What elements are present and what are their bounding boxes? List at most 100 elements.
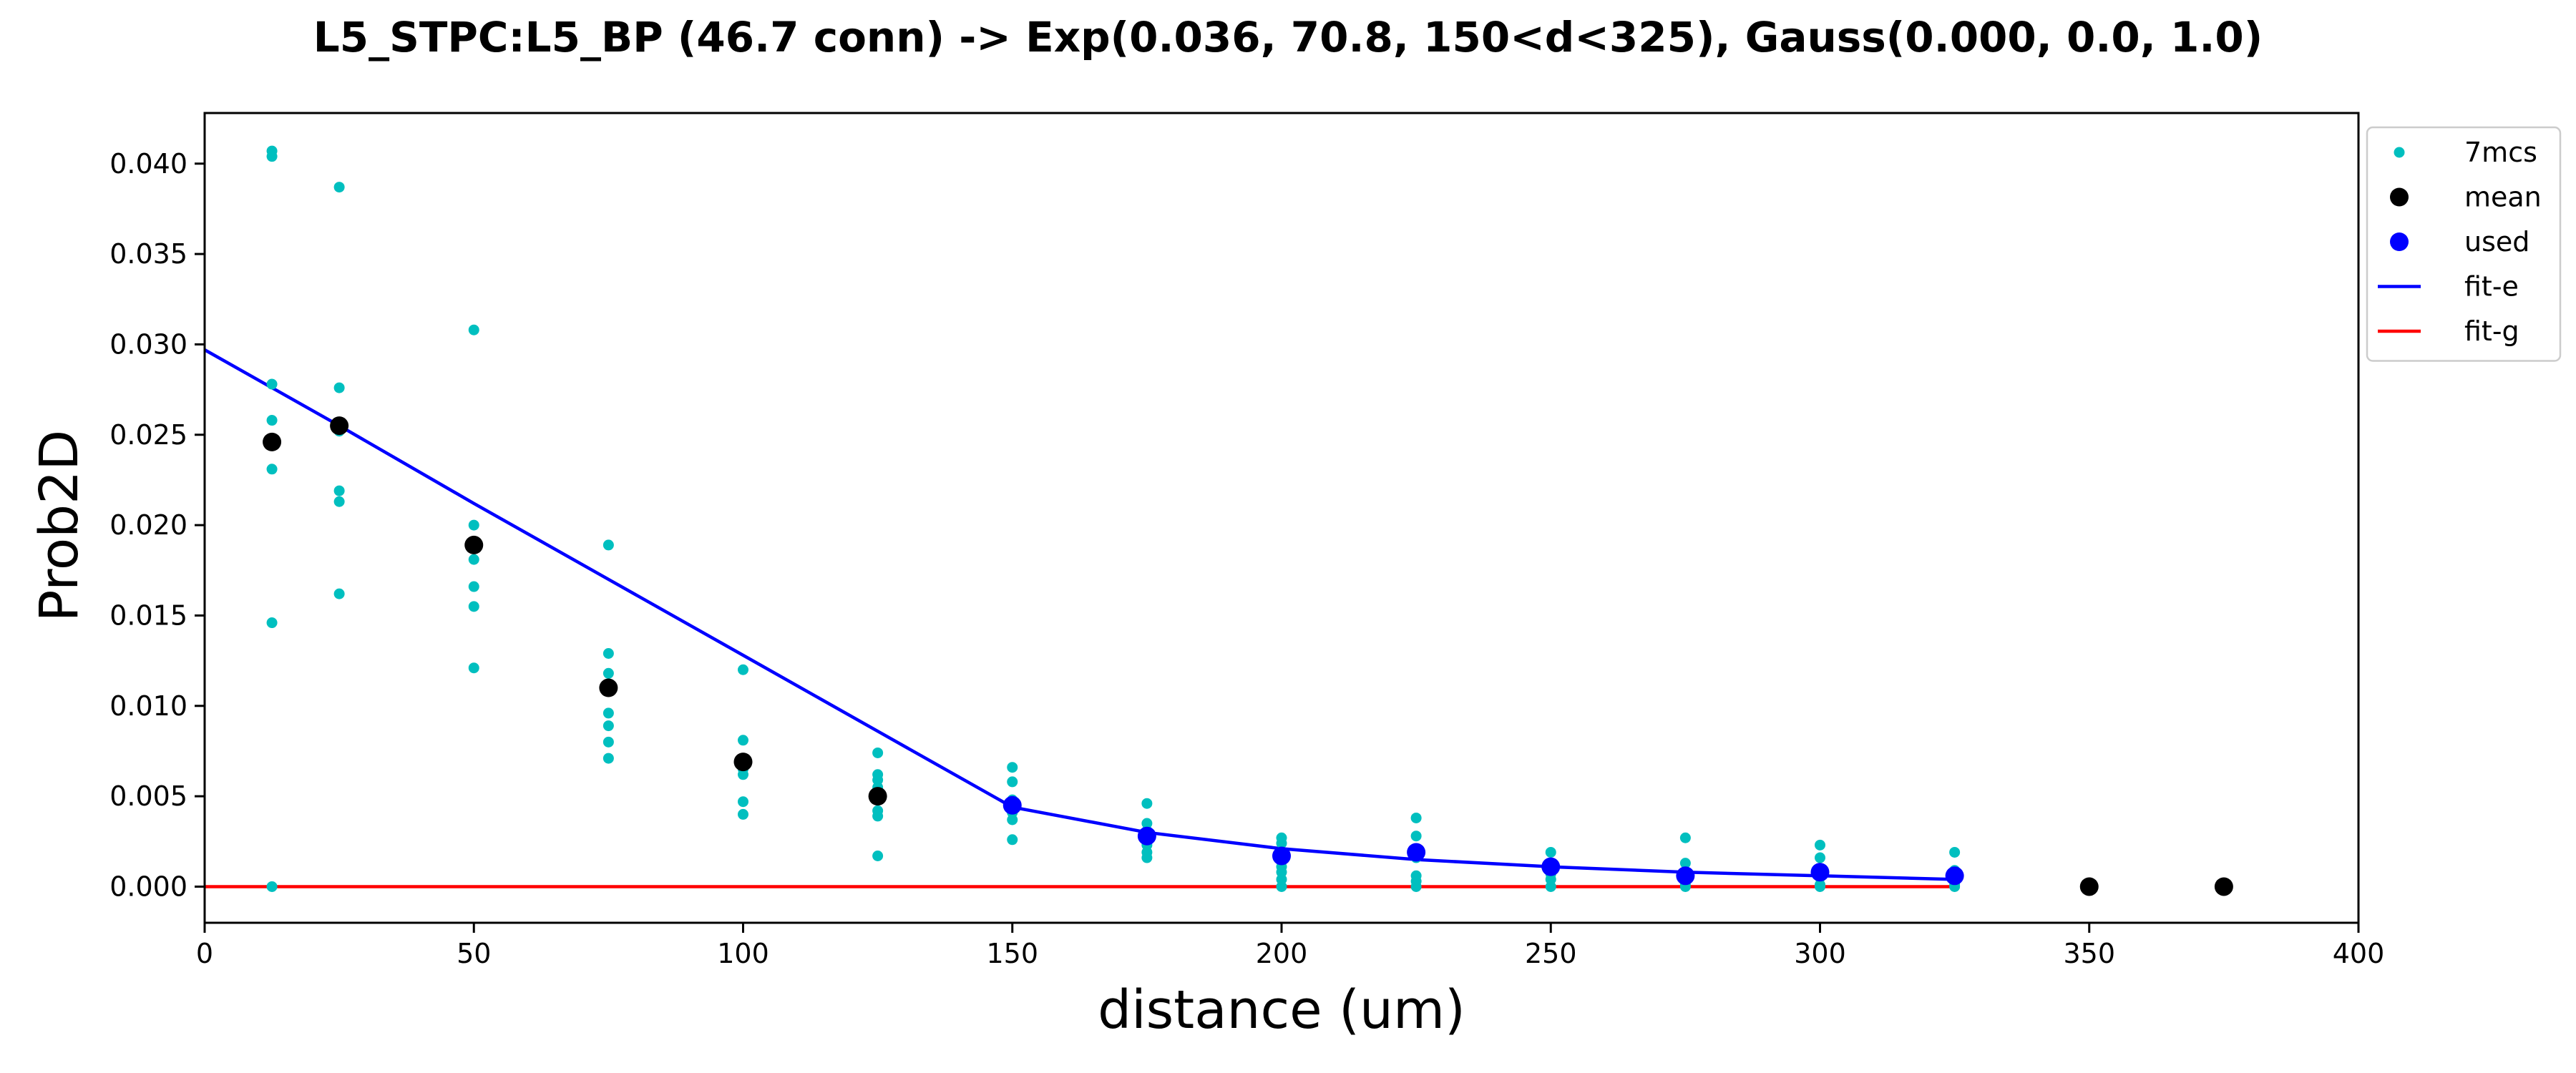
point-7mcs bbox=[468, 601, 479, 612]
point-7mcs bbox=[1007, 814, 1018, 825]
point-7mcs bbox=[1276, 838, 1287, 849]
point-7mcs bbox=[602, 667, 614, 679]
y-axis-label: Prob2D bbox=[29, 430, 90, 622]
point-7mcs bbox=[1276, 881, 1287, 892]
y-tick-label: 0.040 bbox=[109, 148, 187, 180]
point-7mcs bbox=[1679, 832, 1691, 843]
point-7mcs bbox=[266, 378, 278, 390]
x-tick-label: 50 bbox=[457, 938, 491, 969]
x-tick-label: 200 bbox=[1256, 938, 1308, 969]
y-tick-label: 0.005 bbox=[109, 780, 187, 812]
point-7mcs bbox=[1007, 762, 1018, 773]
point-7mcs bbox=[602, 736, 614, 748]
x-tick-label: 150 bbox=[986, 938, 1038, 969]
y-tick-label: 0.025 bbox=[109, 419, 187, 451]
x-axis-label: distance (um) bbox=[1098, 979, 1465, 1041]
point-used bbox=[1002, 795, 1022, 815]
legend-entry-fit-e: fit-e bbox=[2378, 271, 2519, 303]
point-7mcs bbox=[872, 810, 884, 822]
point-used bbox=[1137, 826, 1156, 846]
y-tick-label: 0.000 bbox=[109, 871, 187, 902]
legend-swatch bbox=[2394, 147, 2405, 158]
point-mean bbox=[464, 535, 484, 554]
point-7mcs bbox=[872, 851, 884, 862]
legend-label: mean bbox=[2464, 182, 2542, 213]
legend-swatch bbox=[2390, 232, 2409, 251]
point-mean bbox=[2079, 877, 2099, 896]
point-7mcs bbox=[333, 485, 345, 496]
x-axis: 0 50 100 150 200 250 300 350 400 bbox=[196, 923, 2384, 969]
point-mean bbox=[733, 753, 753, 772]
y-tick-label: 0.020 bbox=[109, 509, 187, 541]
legend-swatch bbox=[2390, 187, 2409, 207]
point-7mcs bbox=[1410, 831, 1422, 842]
y-tick-label: 0.030 bbox=[109, 328, 187, 360]
legend-label: used bbox=[2464, 226, 2529, 258]
point-7mcs bbox=[333, 382, 345, 393]
point-7mcs bbox=[468, 581, 479, 592]
point-7mcs bbox=[1815, 881, 1825, 892]
point-mean bbox=[868, 787, 887, 806]
series-line-fit-e bbox=[205, 348, 1955, 881]
point-mean bbox=[263, 432, 282, 451]
point-7mcs bbox=[1815, 839, 1825, 851]
x-tick-label: 400 bbox=[2333, 938, 2385, 969]
point-7mcs bbox=[1545, 846, 1556, 858]
point-7mcs bbox=[602, 539, 614, 551]
point-7mcs bbox=[468, 554, 479, 565]
point-7mcs bbox=[266, 151, 278, 162]
point-7mcs bbox=[333, 588, 345, 599]
point-7mcs bbox=[1141, 852, 1153, 863]
point-7mcs bbox=[1815, 852, 1825, 863]
x-tick-label: 100 bbox=[717, 938, 769, 969]
point-7mcs bbox=[468, 324, 479, 335]
point-7mcs bbox=[1410, 812, 1422, 823]
legend-entry-fit-g: fit-g bbox=[2378, 315, 2519, 347]
point-7mcs bbox=[602, 720, 614, 732]
point-mean bbox=[2214, 877, 2233, 896]
point-7mcs bbox=[266, 617, 278, 629]
legend-entry-mean: mean bbox=[2390, 182, 2542, 213]
legend-label: fit-g bbox=[2464, 315, 2519, 347]
point-7mcs bbox=[1141, 798, 1153, 809]
plot-area bbox=[203, 112, 2360, 924]
point-7mcs bbox=[872, 747, 884, 758]
point-7mcs bbox=[738, 664, 748, 675]
legend-label: 7mcs bbox=[2464, 137, 2537, 168]
y-tick-label: 0.015 bbox=[109, 599, 187, 631]
legend: 7mcs mean used fit-e fit-g bbox=[2366, 126, 2562, 362]
y-axis: 0.000 0.005 0.010 0.015 0.020 0.025 0.030 0.035… bbox=[109, 148, 205, 902]
point-7mcs bbox=[1679, 858, 1691, 869]
point-7mcs bbox=[738, 796, 748, 808]
point-7mcs bbox=[1007, 776, 1018, 788]
point-used bbox=[1810, 863, 1830, 882]
point-7mcs bbox=[468, 519, 479, 531]
x-tick-label: 250 bbox=[1525, 938, 1577, 969]
x-tick-label: 350 bbox=[2063, 938, 2115, 969]
point-7mcs bbox=[602, 707, 614, 719]
point-used bbox=[1407, 843, 1426, 862]
point-7mcs bbox=[738, 769, 748, 780]
chart-title: L5_STPC:L5_BP (46.7 conn) -> Exp(0.036, … bbox=[313, 13, 2263, 62]
point-used bbox=[1272, 846, 1291, 866]
plot-background bbox=[205, 113, 2358, 923]
y-tick-label: 0.010 bbox=[109, 690, 187, 722]
point-7mcs bbox=[333, 496, 345, 507]
x-tick-label: 0 bbox=[196, 938, 213, 969]
point-7mcs bbox=[468, 662, 479, 674]
point-7mcs bbox=[333, 182, 345, 193]
point-7mcs bbox=[266, 464, 278, 475]
point-7mcs bbox=[738, 735, 748, 746]
legend-label: fit-e bbox=[2464, 271, 2519, 303]
point-7mcs bbox=[1949, 846, 1961, 858]
point-7mcs bbox=[266, 415, 278, 426]
point-7mcs bbox=[602, 648, 614, 660]
point-7mcs bbox=[602, 753, 614, 764]
point-used bbox=[1676, 866, 1695, 886]
point-mean bbox=[330, 416, 349, 436]
point-7mcs bbox=[1545, 881, 1556, 892]
point-used bbox=[1945, 866, 1964, 886]
point-used bbox=[1541, 857, 1561, 876]
legend-entry-7mcs: 7mcs bbox=[2394, 137, 2537, 168]
